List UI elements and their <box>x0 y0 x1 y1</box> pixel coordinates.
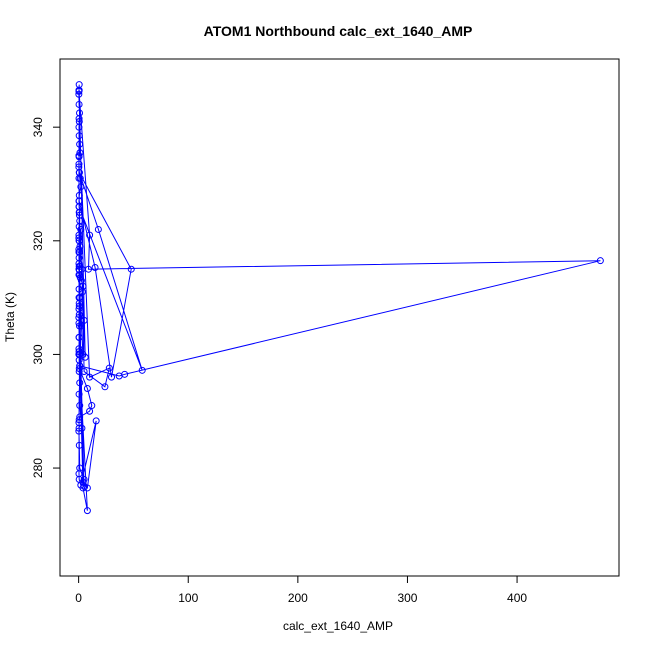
x-tick-label: 0 <box>75 591 82 605</box>
y-tick-label: 340 <box>31 117 45 137</box>
data-point <box>101 383 109 391</box>
data-point <box>76 362 84 370</box>
data-point <box>75 87 83 95</box>
data-point <box>83 507 91 515</box>
data-point <box>75 311 83 319</box>
data-point <box>75 424 83 432</box>
data-point <box>108 373 116 381</box>
data-point <box>77 183 85 191</box>
data-point <box>80 316 88 324</box>
data-point <box>86 373 94 381</box>
data-point <box>75 350 83 358</box>
data-point <box>75 132 83 140</box>
data-point <box>75 211 83 219</box>
data-point <box>75 470 83 478</box>
data-point <box>83 484 91 492</box>
data-point <box>78 424 86 432</box>
data-point <box>75 123 83 131</box>
series-line <box>78 84 601 511</box>
data-point <box>76 379 84 387</box>
data-point <box>75 390 83 398</box>
data-point <box>76 322 84 330</box>
data-point <box>75 265 83 273</box>
data-point <box>75 302 83 310</box>
plot-frame <box>59 58 620 577</box>
data-point <box>138 366 146 374</box>
data-point <box>76 140 84 148</box>
data-point <box>79 484 87 492</box>
data-point <box>76 294 84 302</box>
data-point <box>75 152 83 160</box>
data-point <box>92 417 100 425</box>
x-tick-label: 200 <box>288 591 308 605</box>
data-point <box>75 115 83 123</box>
data-point <box>84 265 92 273</box>
data-point <box>75 248 83 256</box>
data-point <box>75 314 83 321</box>
x-axis-label: calc_ext_1640_AMP <box>283 619 393 633</box>
data-point <box>75 285 83 293</box>
data-point <box>75 416 83 424</box>
data-point <box>75 333 83 341</box>
data-point <box>76 402 84 410</box>
data-point <box>75 160 83 168</box>
data-point <box>75 234 83 242</box>
y-axis: 280 300 320 340 <box>31 117 61 478</box>
y-tick-label: 300 <box>31 344 45 364</box>
data-point <box>86 231 94 239</box>
data-point <box>75 348 83 356</box>
y-tick-label: 280 <box>31 458 45 478</box>
data-point <box>75 237 83 245</box>
x-tick-label: 100 <box>178 591 198 605</box>
data-point <box>80 367 88 375</box>
x-axis: 0 100 200 300 400 <box>75 575 527 605</box>
y-tick-label: 320 <box>31 230 45 250</box>
chart-title: ATOM1 Northbound calc_ext_1640_AMP <box>204 23 473 39</box>
data-point <box>83 385 91 393</box>
data-point <box>91 264 99 272</box>
x-tick-label: 300 <box>397 591 417 605</box>
data-point <box>94 225 102 233</box>
series-group <box>75 81 604 515</box>
data-point <box>105 364 113 372</box>
data-point <box>115 372 123 380</box>
data-point <box>77 225 85 233</box>
data-point <box>596 257 604 265</box>
data-point <box>75 208 83 216</box>
data-point <box>75 441 83 449</box>
data-point <box>75 100 83 108</box>
x-tick-label: 400 <box>507 591 527 605</box>
data-point <box>75 245 83 253</box>
data-point <box>86 407 94 415</box>
data-point <box>75 90 83 98</box>
data-point <box>75 174 83 182</box>
data-point <box>80 482 88 490</box>
y-axis-label: Theta (K) <box>3 292 17 342</box>
data-point <box>77 322 85 330</box>
data-point <box>127 265 135 273</box>
